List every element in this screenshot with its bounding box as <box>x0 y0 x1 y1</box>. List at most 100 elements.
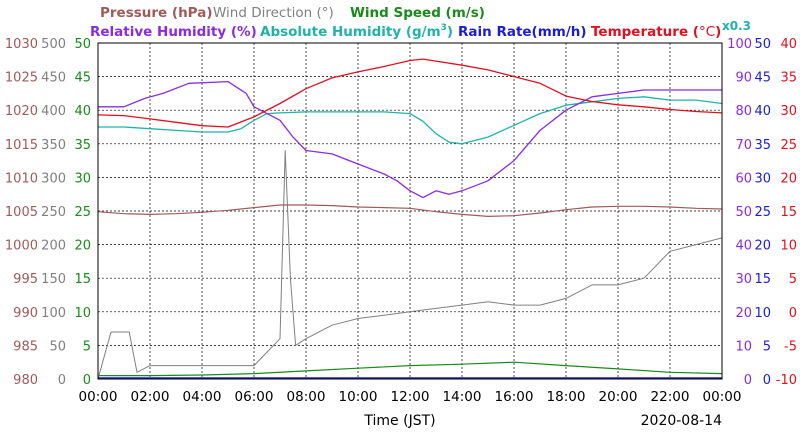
series-temperature <box>97 58 723 128</box>
wind_direction-tick-0: 500 <box>41 37 66 52</box>
legend-abs-humidity-scale: x0.3 <box>722 19 751 33</box>
rain_rate-tick-5: 25 <box>754 205 771 220</box>
temperature-tick-5: 15 <box>780 205 797 220</box>
legend-absolute-humidity: Absolute Humidity (g/m3) <box>260 23 453 40</box>
relative_humidity-tick-10: 0 <box>744 373 752 388</box>
wind_direction-tick-9: 50 <box>49 339 66 354</box>
wind_speed-tick-2: 40 <box>74 104 91 119</box>
date-label: 2020-08-14 <box>641 413 722 429</box>
legend-rain-rate: Rain Rate(mm/h) <box>458 24 587 40</box>
wind_direction-tick-6: 200 <box>41 239 66 254</box>
x-tick-12: 00:00 <box>703 389 742 405</box>
temperature-tick-8: 0 <box>789 306 797 321</box>
legend-wind-speed: Wind Speed (m/s) <box>350 5 485 21</box>
legend-absolute-humidity-suffix: ) <box>447 24 453 40</box>
wind_speed-tick-4: 30 <box>74 171 91 186</box>
rain_rate-tick-4: 30 <box>754 171 771 186</box>
temperature-tick-2: 30 <box>780 104 797 119</box>
legend-temperature-prefix: Temperature ( <box>591 24 699 40</box>
temperature-tick-10: -10 <box>776 373 797 388</box>
pressure-tick-4: 1010 <box>5 171 38 186</box>
relative_humidity-tick-8: 20 <box>735 306 752 321</box>
legend-relative-humidity: Relative Humidity (%) <box>90 24 257 40</box>
grid <box>98 43 722 379</box>
wind_speed-tick-9: 5 <box>83 339 91 354</box>
x-axis-label: Time (JST) <box>363 413 435 429</box>
axes: 1030102510201015101010051000995990985980… <box>5 37 797 405</box>
x-tick-0: 00:00 <box>79 389 118 405</box>
legend-temperature-unit: °C <box>699 24 715 40</box>
series-pressure <box>97 204 723 217</box>
temperature-tick-3: 25 <box>780 138 797 153</box>
relative_humidity-tick-1: 90 <box>735 71 752 86</box>
wind_direction-tick-10: 0 <box>58 373 66 388</box>
rain_rate-tick-0: 50 <box>754 37 771 52</box>
rain_rate-tick-8: 10 <box>754 306 771 321</box>
rain_rate-tick-10: 0 <box>763 373 771 388</box>
wind_speed-tick-6: 20 <box>74 239 91 254</box>
legend-absolute-humidity-sup: 3 <box>441 23 447 33</box>
pressure-tick-6: 1000 <box>5 239 38 254</box>
wind_direction-tick-7: 150 <box>41 272 66 287</box>
relative_humidity-tick-2: 80 <box>735 104 752 119</box>
x-tick-4: 08:00 <box>287 389 326 405</box>
pressure-tick-8: 990 <box>13 306 38 321</box>
rain_rate-tick-7: 15 <box>754 272 771 287</box>
plot-frame <box>97 42 723 380</box>
rain_rate-tick-2: 40 <box>754 104 771 119</box>
wind_speed-tick-7: 15 <box>74 272 91 287</box>
relative_humidity-tick-9: 10 <box>735 339 752 354</box>
legend-temperature: Temperature (°C) <box>591 24 721 40</box>
series-absolute-humidity <box>98 96 723 145</box>
x-tick-6: 12:00 <box>391 389 430 405</box>
wind_speed-tick-0: 50 <box>74 37 91 52</box>
legend-pressure: Pressure (hPa) <box>100 5 213 21</box>
temperature-tick-6: 10 <box>780 239 797 254</box>
relative_humidity-tick-0: 100 <box>727 37 752 52</box>
wind_direction-tick-8: 100 <box>41 306 66 321</box>
x-tick-5: 10:00 <box>339 389 378 405</box>
temperature-tick-0: 40 <box>780 37 797 52</box>
rain_rate-tick-3: 35 <box>754 138 771 153</box>
wind_direction-tick-5: 250 <box>41 205 66 220</box>
temperature-tick-7: 5 <box>789 272 797 287</box>
wind_direction-tick-2: 400 <box>41 104 66 119</box>
relative_humidity-tick-3: 70 <box>735 138 752 153</box>
pressure-tick-2: 1020 <box>5 104 38 119</box>
x-tick-8: 16:00 <box>495 389 534 405</box>
relative_humidity-tick-4: 60 <box>735 171 752 186</box>
pressure-tick-9: 985 <box>13 339 38 354</box>
wind_speed-tick-5: 25 <box>74 205 91 220</box>
x-tick-10: 20:00 <box>599 389 638 405</box>
rain_rate-tick-9: 5 <box>763 339 771 354</box>
pressure-tick-1: 1025 <box>5 71 38 86</box>
x-tick-7: 14:00 <box>443 389 482 405</box>
series-wind-direction <box>97 150 723 380</box>
x-tick-9: 18:00 <box>547 389 586 405</box>
legend-wind-direction: Wind Direction (°) <box>213 5 334 21</box>
relative_humidity-tick-7: 30 <box>735 272 752 287</box>
x-tick-3: 06:00 <box>235 389 274 405</box>
x-tick-2: 04:00 <box>183 389 222 405</box>
temperature-tick-9: -5 <box>784 339 797 354</box>
temperature-tick-4: 20 <box>780 171 797 186</box>
wind_direction-tick-3: 350 <box>41 138 66 153</box>
wind_speed-tick-8: 10 <box>74 306 91 321</box>
wind_direction-tick-4: 300 <box>41 171 66 186</box>
temperature-tick-1: 35 <box>780 71 797 86</box>
pressure-tick-5: 1005 <box>5 205 38 220</box>
pressure-tick-0: 1030 <box>5 37 38 52</box>
pressure-tick-3: 1015 <box>5 138 38 153</box>
legend-absolute-humidity-prefix: Absolute Humidity (g/m <box>260 24 441 40</box>
wind_speed-tick-1: 45 <box>74 71 91 86</box>
pressure-tick-10: 980 <box>13 373 38 388</box>
relative_humidity-tick-6: 40 <box>735 239 752 254</box>
wind_direction-tick-1: 450 <box>41 71 66 86</box>
series-relative-humidity <box>98 80 722 199</box>
wind_speed-tick-10: 0 <box>83 373 91 388</box>
legend-temperature-suffix: ) <box>715 24 721 40</box>
rain_rate-tick-6: 20 <box>754 239 771 254</box>
wind_speed-tick-3: 35 <box>74 138 91 153</box>
